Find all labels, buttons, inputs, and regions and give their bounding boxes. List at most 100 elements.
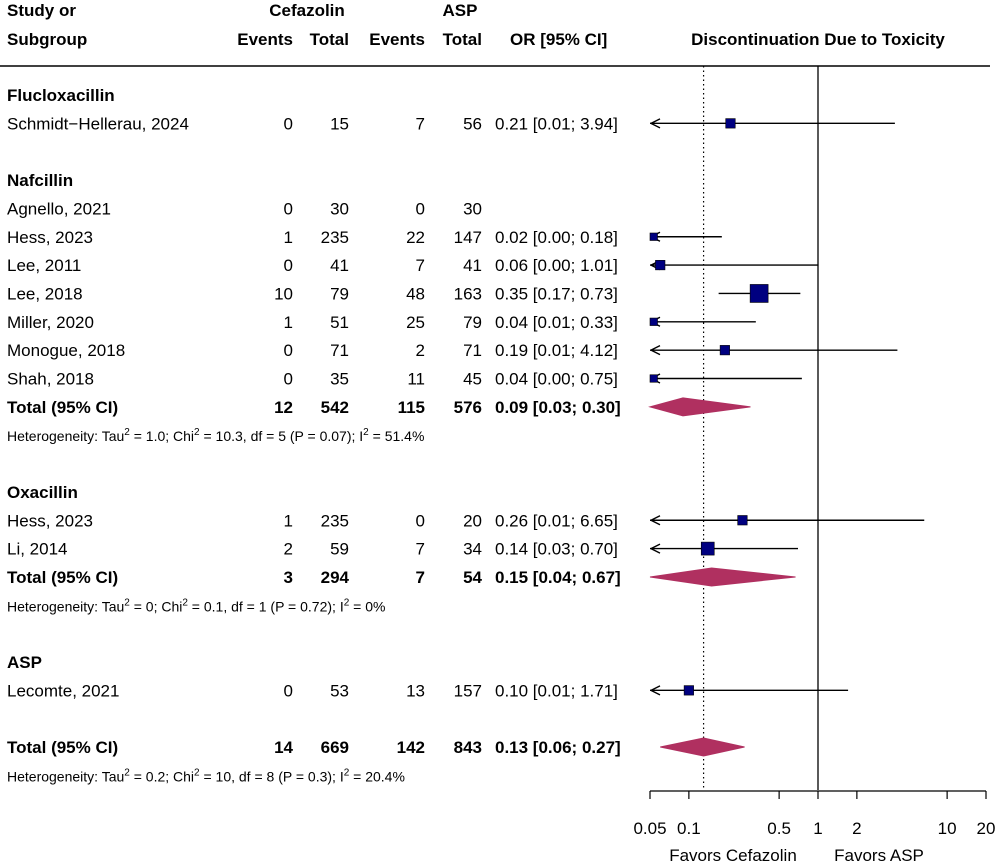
study-label: Hess, 2023 (7, 511, 93, 530)
study-label: Shah, 2018 (7, 370, 94, 389)
ci-arrow (650, 118, 661, 129)
total-label: Total (95% CI) (7, 568, 118, 587)
total-cefazolin: 35 (330, 370, 349, 389)
events-cefazolin: 1 (284, 228, 293, 247)
subgroup-label: Nafcillin (7, 171, 73, 190)
total-cefazolin: 30 (330, 199, 349, 218)
or-ci-text: 0.02 [0.00; 0.18] (495, 228, 618, 247)
events-cefazolin: 1 (284, 511, 293, 530)
or-ci-text: 0.15 [0.04; 0.67] (495, 568, 621, 587)
or-ci-text: 0.19 [0.01; 4.12] (495, 341, 618, 360)
events-asp: 2 (416, 341, 425, 360)
ci-arrow (650, 345, 661, 356)
events-asp: 0 (416, 199, 425, 218)
x-tick-label: 0.05 (633, 819, 666, 838)
total-asp: 30 (463, 199, 482, 218)
study-label: Hess, 2023 (7, 228, 93, 247)
summary-diamond (648, 397, 751, 417)
study-label: Li, 2014 (7, 540, 68, 559)
effect-square (725, 118, 736, 129)
total-asp: 45 (463, 370, 482, 389)
effect-square (700, 541, 715, 556)
events-asp: 7 (416, 540, 425, 559)
or-ci-text: 0.14 [0.03; 0.70] (495, 540, 618, 559)
total-cefazolin: 542 (321, 398, 349, 417)
total-asp: 41 (463, 256, 482, 275)
x-tick-label: 0.5 (767, 819, 791, 838)
or-ci-text: 0.35 [0.17; 0.73] (495, 284, 618, 303)
ci-arrow (650, 515, 661, 526)
study-label: Lee, 2011 (7, 256, 81, 275)
heterogeneity-text: Heterogeneity: Tau2 = 1.0; Chi2 = 10.3, … (7, 427, 424, 444)
events-asp: 13 (406, 681, 425, 700)
x-tick-label: 2 (852, 819, 861, 838)
header-group1: Cefazolin (269, 1, 345, 20)
effect-square (655, 260, 666, 271)
heterogeneity-text: Heterogeneity: Tau2 = 0; Chi2 = 0.1, df … (7, 597, 385, 614)
header-group2: ASP (443, 1, 478, 20)
effect-square (649, 232, 658, 241)
events-cefazolin: 1 (284, 313, 293, 332)
x-tick-label: 1 (813, 819, 822, 838)
study-label: Monogue, 2018 (7, 341, 125, 360)
total-label: Total (95% CI) (7, 738, 118, 757)
or-ci-text: 0.10 [0.01; 1.71] (495, 681, 618, 700)
plot-title: Discontinuation Due to Toxicity (691, 30, 945, 49)
events-asp: 22 (406, 228, 425, 247)
total-label: Total (95% CI) (7, 398, 118, 417)
study-label: Miller, 2020 (7, 313, 94, 332)
total-cefazolin: 235 (321, 228, 349, 247)
or-ci-text: 0.06 [0.00; 1.01] (495, 256, 618, 275)
header-events-2: Events (369, 30, 425, 49)
events-cefazolin: 0 (284, 370, 293, 389)
heterogeneity-text: Heterogeneity: Tau2 = 0.2; Chi2 = 10, df… (7, 767, 405, 784)
total-cefazolin: 71 (330, 341, 349, 360)
effect-square (683, 685, 694, 696)
events-cefazolin: 12 (274, 398, 293, 417)
study-label: Lee, 2018 (7, 284, 83, 303)
x-tick-label: 10 (938, 819, 957, 838)
x-tick-label: 0.1 (677, 819, 701, 838)
subgroup-label: Oxacillin (7, 483, 78, 502)
total-asp: 843 (454, 738, 482, 757)
or-ci-text: 0.26 [0.01; 6.65] (495, 511, 618, 530)
events-asp: 0 (416, 511, 425, 530)
events-asp: 11 (407, 370, 425, 389)
or-ci-text: 0.09 [0.03; 0.30] (495, 398, 621, 417)
events-cefazolin: 0 (284, 199, 293, 218)
total-cefazolin: 15 (330, 114, 349, 133)
header-study-line1: Study or (7, 1, 76, 20)
events-cefazolin: 2 (284, 540, 293, 559)
events-cefazolin: 0 (284, 256, 293, 275)
effect-square (719, 345, 730, 356)
total-asp: 34 (463, 540, 482, 559)
study-label: Agnello, 2021 (7, 199, 111, 218)
total-asp: 163 (454, 284, 482, 303)
events-asp: 115 (398, 398, 425, 417)
effect-square (649, 317, 658, 326)
subgroup-label: Flucloxacillin (7, 86, 115, 105)
effect-square (749, 284, 769, 303)
events-cefazolin: 10 (274, 284, 293, 303)
summary-diamond (660, 737, 745, 757)
or-ci-text: 0.04 [0.01; 0.33] (495, 313, 618, 332)
effect-square (737, 515, 748, 526)
header-study-line2: Subgroup (7, 30, 87, 49)
reference-lines (702, 66, 819, 790)
summary-diamond (649, 567, 796, 587)
header-total-1: Total (310, 30, 349, 49)
favors-right-label: Favors ASP (834, 846, 924, 865)
total-asp: 71 (463, 341, 482, 360)
events-asp: 48 (406, 284, 425, 303)
events-asp: 7 (416, 114, 425, 133)
total-cefazolin: 294 (321, 568, 350, 587)
favors-left-label: Favors Cefazolin (669, 846, 797, 865)
x-tick-label: 20 (977, 819, 996, 838)
events-asp: 7 (416, 568, 425, 587)
total-cefazolin: 235 (321, 511, 349, 530)
total-cefazolin: 41 (330, 256, 349, 275)
total-cefazolin: 53 (330, 681, 349, 700)
subgroup-label: ASP (7, 653, 42, 672)
or-ci-text: 0.04 [0.00; 0.75] (495, 370, 618, 389)
or-ci-text: 0.13 [0.06; 0.27] (495, 738, 621, 757)
